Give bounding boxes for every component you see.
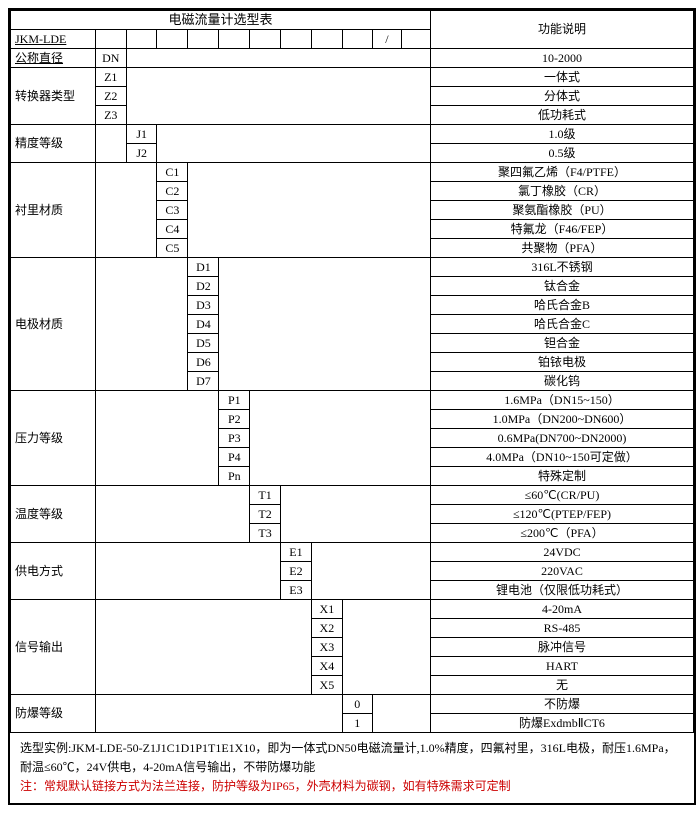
desc-3-2: 聚氨酯橡胶（PU） xyxy=(430,201,693,220)
desc-8-4: 无 xyxy=(430,676,693,695)
desc-4-0: 316L不锈钢 xyxy=(430,258,693,277)
code-2-0: J1 xyxy=(126,125,156,144)
code-5-3: P4 xyxy=(219,448,250,467)
code-5-1: P2 xyxy=(219,410,250,429)
desc-1-2: 低功耗式 xyxy=(430,106,693,125)
label-5: 压力等级 xyxy=(11,391,96,486)
selection-table: 电磁流量计选型表功能说明JKM-LDE/公称直径DN10-2000转换器类型Z1… xyxy=(8,8,696,805)
code-4-0: D1 xyxy=(188,258,219,277)
desc-3-1: 氯丁橡胶（CR） xyxy=(430,182,693,201)
desc-1-1: 分体式 xyxy=(430,87,693,106)
desc-4-6: 碳化钨 xyxy=(430,372,693,391)
notes-block: 选型实例:JKM-LDE-50-Z1J1C1D1P1T1E1X10，即为一体式D… xyxy=(10,733,694,803)
desc-9-0: 不防爆 xyxy=(430,695,693,714)
model-code: JKM-LDE xyxy=(11,30,96,49)
desc-5-2: 0.6MPa(DN700~DN2000) xyxy=(430,429,693,448)
table-title: 电磁流量计选型表 xyxy=(11,11,431,30)
code-6-2: T3 xyxy=(250,524,281,543)
code-2-1: J2 xyxy=(126,144,156,163)
desc-1-0: 一体式 xyxy=(430,68,693,87)
code-3-1: C2 xyxy=(157,182,188,201)
desc-5-1: 1.0MPa（DN200~DN600） xyxy=(430,410,693,429)
desc-dn: 10-2000 xyxy=(430,49,693,68)
code-5-0: P1 xyxy=(219,391,250,410)
code-9-1: 1 xyxy=(342,714,372,733)
code-4-5: D6 xyxy=(188,353,219,372)
code-3-3: C4 xyxy=(157,220,188,239)
desc-7-1: 220VAC xyxy=(430,562,693,581)
code-6-0: T1 xyxy=(250,486,281,505)
label-dn: 公称直径 xyxy=(11,49,96,68)
label-2: 精度等级 xyxy=(11,125,96,163)
label-9: 防爆等级 xyxy=(11,695,96,733)
label-6: 温度等级 xyxy=(11,486,96,543)
desc-8-0: 4-20mA xyxy=(430,600,693,619)
code-7-0: E1 xyxy=(281,543,312,562)
desc-8-3: HART xyxy=(430,657,693,676)
desc-8-1: RS-485 xyxy=(430,619,693,638)
desc-3-3: 特氟龙（F46/FEP） xyxy=(430,220,693,239)
desc-7-2: 锂电池（仅限低功耗式） xyxy=(430,581,693,600)
label-1: 转换器类型 xyxy=(11,68,96,125)
desc-2-0: 1.0级 xyxy=(430,125,693,144)
code-5-2: P3 xyxy=(219,429,250,448)
desc-8-2: 脉冲信号 xyxy=(430,638,693,657)
code-8-3: X4 xyxy=(311,657,342,676)
label-7: 供电方式 xyxy=(11,543,96,600)
code-8-0: X1 xyxy=(311,600,342,619)
code-7-2: E3 xyxy=(281,581,312,600)
dn-prefix: DN xyxy=(95,49,126,68)
main-table: 电磁流量计选型表功能说明JKM-LDE/公称直径DN10-2000转换器类型Z1… xyxy=(10,10,694,733)
desc-6-1: ≤120℃(PTEP/FEP) xyxy=(430,505,693,524)
desc-4-5: 铂铱电极 xyxy=(430,353,693,372)
code-1-0: Z1 xyxy=(95,68,126,87)
desc-5-3: 4.0MPa（DN10~150可定做） xyxy=(430,448,693,467)
desc-4-1: 钛合金 xyxy=(430,277,693,296)
desc-5-0: 1.6MPa（DN15~150） xyxy=(430,391,693,410)
code-7-1: E2 xyxy=(281,562,312,581)
code-1-1: Z2 xyxy=(95,87,126,106)
code-8-4: X5 xyxy=(311,676,342,695)
label-3: 衬里材质 xyxy=(11,163,96,258)
code-4-6: D7 xyxy=(188,372,219,391)
desc-4-3: 哈氏合金C xyxy=(430,315,693,334)
func-header: 功能说明 xyxy=(430,11,693,49)
code-4-4: D5 xyxy=(188,334,219,353)
code-9-0: 0 xyxy=(342,695,372,714)
code-3-4: C5 xyxy=(157,239,188,258)
label-4: 电极材质 xyxy=(11,258,96,391)
remark-note: 注：常规默认链接方式为法兰连接，防护等级为IP65，外壳材料为碳钢，如有特殊需求… xyxy=(20,777,684,796)
code-8-2: X3 xyxy=(311,638,342,657)
code-5-4: Pn xyxy=(219,467,250,486)
desc-2-1: 0.5级 xyxy=(430,144,693,163)
desc-3-4: 共聚物（PFA） xyxy=(430,239,693,258)
desc-3-0: 聚四氟乙烯（F4/PTFE） xyxy=(430,163,693,182)
example-note: 选型实例:JKM-LDE-50-Z1J1C1D1P1T1E1X10，即为一体式D… xyxy=(20,739,684,777)
code-4-3: D4 xyxy=(188,315,219,334)
desc-7-0: 24VDC xyxy=(430,543,693,562)
label-8: 信号输出 xyxy=(11,600,96,695)
code-8-1: X2 xyxy=(311,619,342,638)
code-6-1: T2 xyxy=(250,505,281,524)
desc-6-0: ≤60℃(CR/PU) xyxy=(430,486,693,505)
code-3-2: C3 xyxy=(157,201,188,220)
code-3-0: C1 xyxy=(157,163,188,182)
desc-6-2: ≤200℃（PFA） xyxy=(430,524,693,543)
desc-4-4: 钽合金 xyxy=(430,334,693,353)
code-4-2: D3 xyxy=(188,296,219,315)
desc-9-1: 防爆ExdmbⅡCT6 xyxy=(430,714,693,733)
code-1-2: Z3 xyxy=(95,106,126,125)
desc-5-4: 特殊定制 xyxy=(430,467,693,486)
code-4-1: D2 xyxy=(188,277,219,296)
desc-4-2: 哈氏合金B xyxy=(430,296,693,315)
